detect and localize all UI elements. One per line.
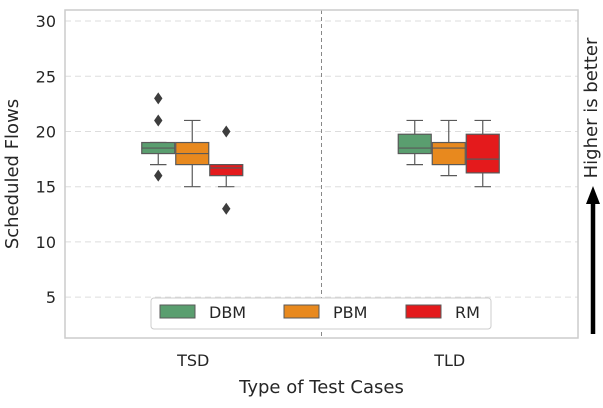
box-body bbox=[397, 133, 432, 155]
box-dbm-tld bbox=[397, 119, 432, 166]
box-body bbox=[465, 133, 500, 174]
outlier-point bbox=[154, 92, 163, 105]
outlier-point bbox=[222, 125, 231, 138]
box-pbm-tld bbox=[431, 119, 466, 177]
y-tick-10: 10 bbox=[36, 233, 56, 252]
y-tick-15: 15 bbox=[36, 178, 56, 197]
grid-lines bbox=[65, 20, 578, 298]
box-rm-tsd bbox=[209, 125, 244, 215]
box-layer bbox=[141, 92, 500, 215]
legend-swatch-pbm bbox=[283, 304, 320, 319]
y-tick-25: 25 bbox=[36, 67, 56, 86]
x-axis-title: Type of Test Cases bbox=[238, 377, 404, 398]
box-pbm-tsd bbox=[175, 119, 210, 188]
outlier-point bbox=[154, 169, 163, 182]
box-dbm-tsd bbox=[141, 92, 176, 182]
x-tick-tsd: TSD bbox=[176, 351, 209, 370]
x-tick-labels: TSD TLD bbox=[176, 351, 465, 370]
box-body bbox=[431, 141, 466, 166]
legend-swatch-dbm bbox=[159, 304, 196, 319]
y-tick-30: 30 bbox=[36, 12, 56, 31]
y-tick-5: 5 bbox=[46, 288, 56, 307]
up-arrow-icon bbox=[586, 186, 600, 334]
x-tick-tld: TLD bbox=[433, 351, 465, 370]
box-rm-tld bbox=[465, 119, 500, 188]
legend-label-pbm: PBM bbox=[333, 303, 367, 322]
legend-label-rm: RM bbox=[455, 303, 480, 322]
y-axis-title: Scheduled Flows bbox=[2, 99, 23, 249]
outlier-point bbox=[154, 114, 163, 127]
y-tick-labels: 5 10 15 20 25 30 bbox=[36, 12, 56, 307]
legend-swatch-rm bbox=[405, 304, 442, 319]
legend: DBM PBM RM bbox=[150, 297, 492, 330]
higher-is-better-annotation: Higher is better bbox=[581, 37, 602, 178]
y-tick-20: 20 bbox=[36, 122, 56, 141]
legend-label-dbm: DBM bbox=[209, 303, 246, 322]
box-body bbox=[209, 164, 244, 177]
arrow-head bbox=[586, 186, 600, 204]
outlier-point bbox=[222, 202, 231, 215]
plot-frame bbox=[64, 9, 579, 339]
